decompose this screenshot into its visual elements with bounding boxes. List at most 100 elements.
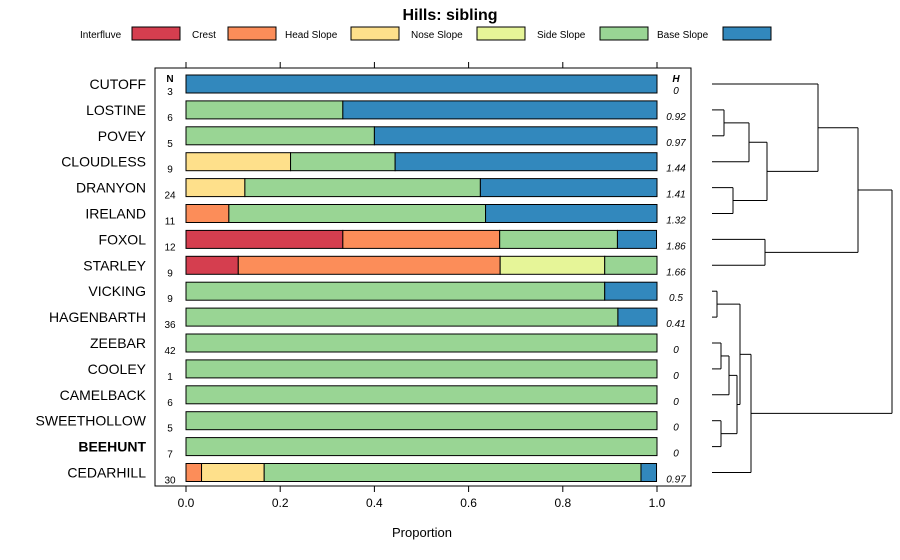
- chart-title: Hills: sibling: [402, 7, 497, 24]
- n-value: 1: [167, 372, 173, 383]
- n-value: 6: [167, 113, 173, 124]
- h-value: 0: [673, 345, 679, 356]
- h-value: 0: [673, 397, 679, 408]
- n-value: 6: [167, 398, 173, 409]
- x-tick-label: 0.0: [178, 496, 195, 510]
- n-value: 24: [164, 191, 176, 202]
- row-label: CLOUDLESS: [61, 154, 146, 170]
- bar-segment: [499, 229, 618, 249]
- bar-segment: [237, 255, 501, 275]
- bar-segment: [342, 100, 658, 120]
- bar-segment: [485, 204, 658, 223]
- legend-swatch: [131, 26, 181, 41]
- bar-segment: [185, 204, 230, 223]
- h-value: 1.66: [666, 267, 686, 278]
- n-value: 3: [167, 87, 173, 98]
- h-value: 0.5: [669, 293, 683, 304]
- n-value: 12: [164, 242, 176, 253]
- h-value: 0.92: [666, 112, 686, 123]
- bar-segment: [185, 100, 344, 120]
- n-value: 5: [167, 139, 173, 150]
- h-value: 0: [673, 86, 679, 97]
- n-value: 9: [167, 165, 173, 176]
- n-value: 9: [167, 268, 173, 279]
- n-value: 7: [167, 450, 173, 461]
- bar-segment: [185, 255, 239, 275]
- bar-segment: [342, 229, 501, 249]
- legend-label: Base Slope: [657, 30, 709, 41]
- bar-segment: [185, 307, 619, 327]
- bars: [185, 74, 658, 482]
- legend-swatch: [722, 26, 772, 41]
- row-label: BEEHUNT: [78, 439, 146, 455]
- h-value: 1.44: [666, 164, 686, 175]
- n-value: 42: [164, 346, 176, 357]
- legend-swatch: [350, 26, 400, 41]
- bar-segment: [373, 126, 658, 146]
- x-tick-label: 1.0: [649, 496, 666, 510]
- row-label: STARLEY: [83, 257, 146, 273]
- bar-segment: [604, 255, 658, 275]
- legend-label: Crest: [192, 30, 216, 41]
- bar-segment: [290, 152, 396, 172]
- row-label: POVEY: [98, 128, 147, 144]
- bar-segment: [479, 178, 658, 198]
- bar-segment: [499, 255, 606, 275]
- bar-segment: [394, 152, 658, 172]
- bar-segment: [185, 385, 658, 405]
- h-value: 0.97: [666, 138, 686, 149]
- bar-segment: [185, 178, 246, 198]
- row-label: FOXOL: [99, 231, 147, 247]
- bar-segment: [185, 463, 203, 482]
- bar-segment: [263, 463, 642, 482]
- h-value: 1.32: [666, 216, 686, 227]
- h-value: 1.86: [666, 241, 686, 252]
- n-value: 9: [167, 294, 173, 305]
- plot-frame: [154, 67, 692, 487]
- bar-segment: [185, 359, 658, 379]
- legend-swatch: [599, 26, 649, 41]
- row-label: CEDARHILL: [67, 465, 146, 481]
- row-label: HAGENBARTH: [49, 309, 146, 325]
- x-tick-label: 0.2: [272, 496, 289, 510]
- h-value: 1.41: [666, 190, 685, 201]
- bar-segment: [617, 307, 658, 327]
- bar-segment: [244, 178, 481, 198]
- dendrogram: [712, 83, 893, 473]
- row-label: VICKING: [88, 283, 146, 299]
- bar-segment: [185, 411, 658, 431]
- bar-segment: [185, 152, 292, 172]
- x-tick-label: 0.6: [460, 496, 477, 510]
- h-value: 0: [673, 423, 679, 434]
- legend-label: Nose Slope: [411, 30, 463, 41]
- bar-segment: [185, 74, 658, 94]
- legend: Interfluve Crest Head Slope Nose Slope Side …: [80, 26, 772, 41]
- row-label: IRELAND: [85, 206, 146, 222]
- row-label: CAMELBACK: [60, 387, 147, 403]
- bar-segment: [185, 281, 606, 301]
- h-value: 0: [673, 449, 679, 460]
- h-value: 0: [673, 371, 679, 382]
- bar-segment: [604, 281, 658, 301]
- row-label: SWEETHOLLOW: [36, 413, 147, 429]
- legend-label: Side Slope: [537, 30, 586, 41]
- row-label: COOLEY: [88, 361, 147, 377]
- bar-segment: [640, 463, 658, 482]
- row-label: DRANYON: [76, 180, 146, 196]
- n-value: 5: [167, 424, 173, 435]
- legend-swatch: [227, 26, 277, 41]
- bar-segment: [228, 204, 487, 223]
- legend-label: Head Slope: [285, 30, 338, 41]
- bar-segment: [201, 463, 265, 482]
- x-tick-label: 0.8: [554, 496, 571, 510]
- legend-swatch: [476, 26, 526, 41]
- n-header: N: [166, 74, 173, 85]
- bar-segment: [185, 126, 375, 146]
- bar-segment: [185, 229, 344, 249]
- h-value: 0.97: [666, 475, 686, 486]
- x-axis: 0.0 0.2 0.4 0.6 0.8 1.0: [178, 62, 666, 510]
- n-value: 36: [164, 320, 176, 331]
- row-label: CUTOFF: [89, 76, 146, 92]
